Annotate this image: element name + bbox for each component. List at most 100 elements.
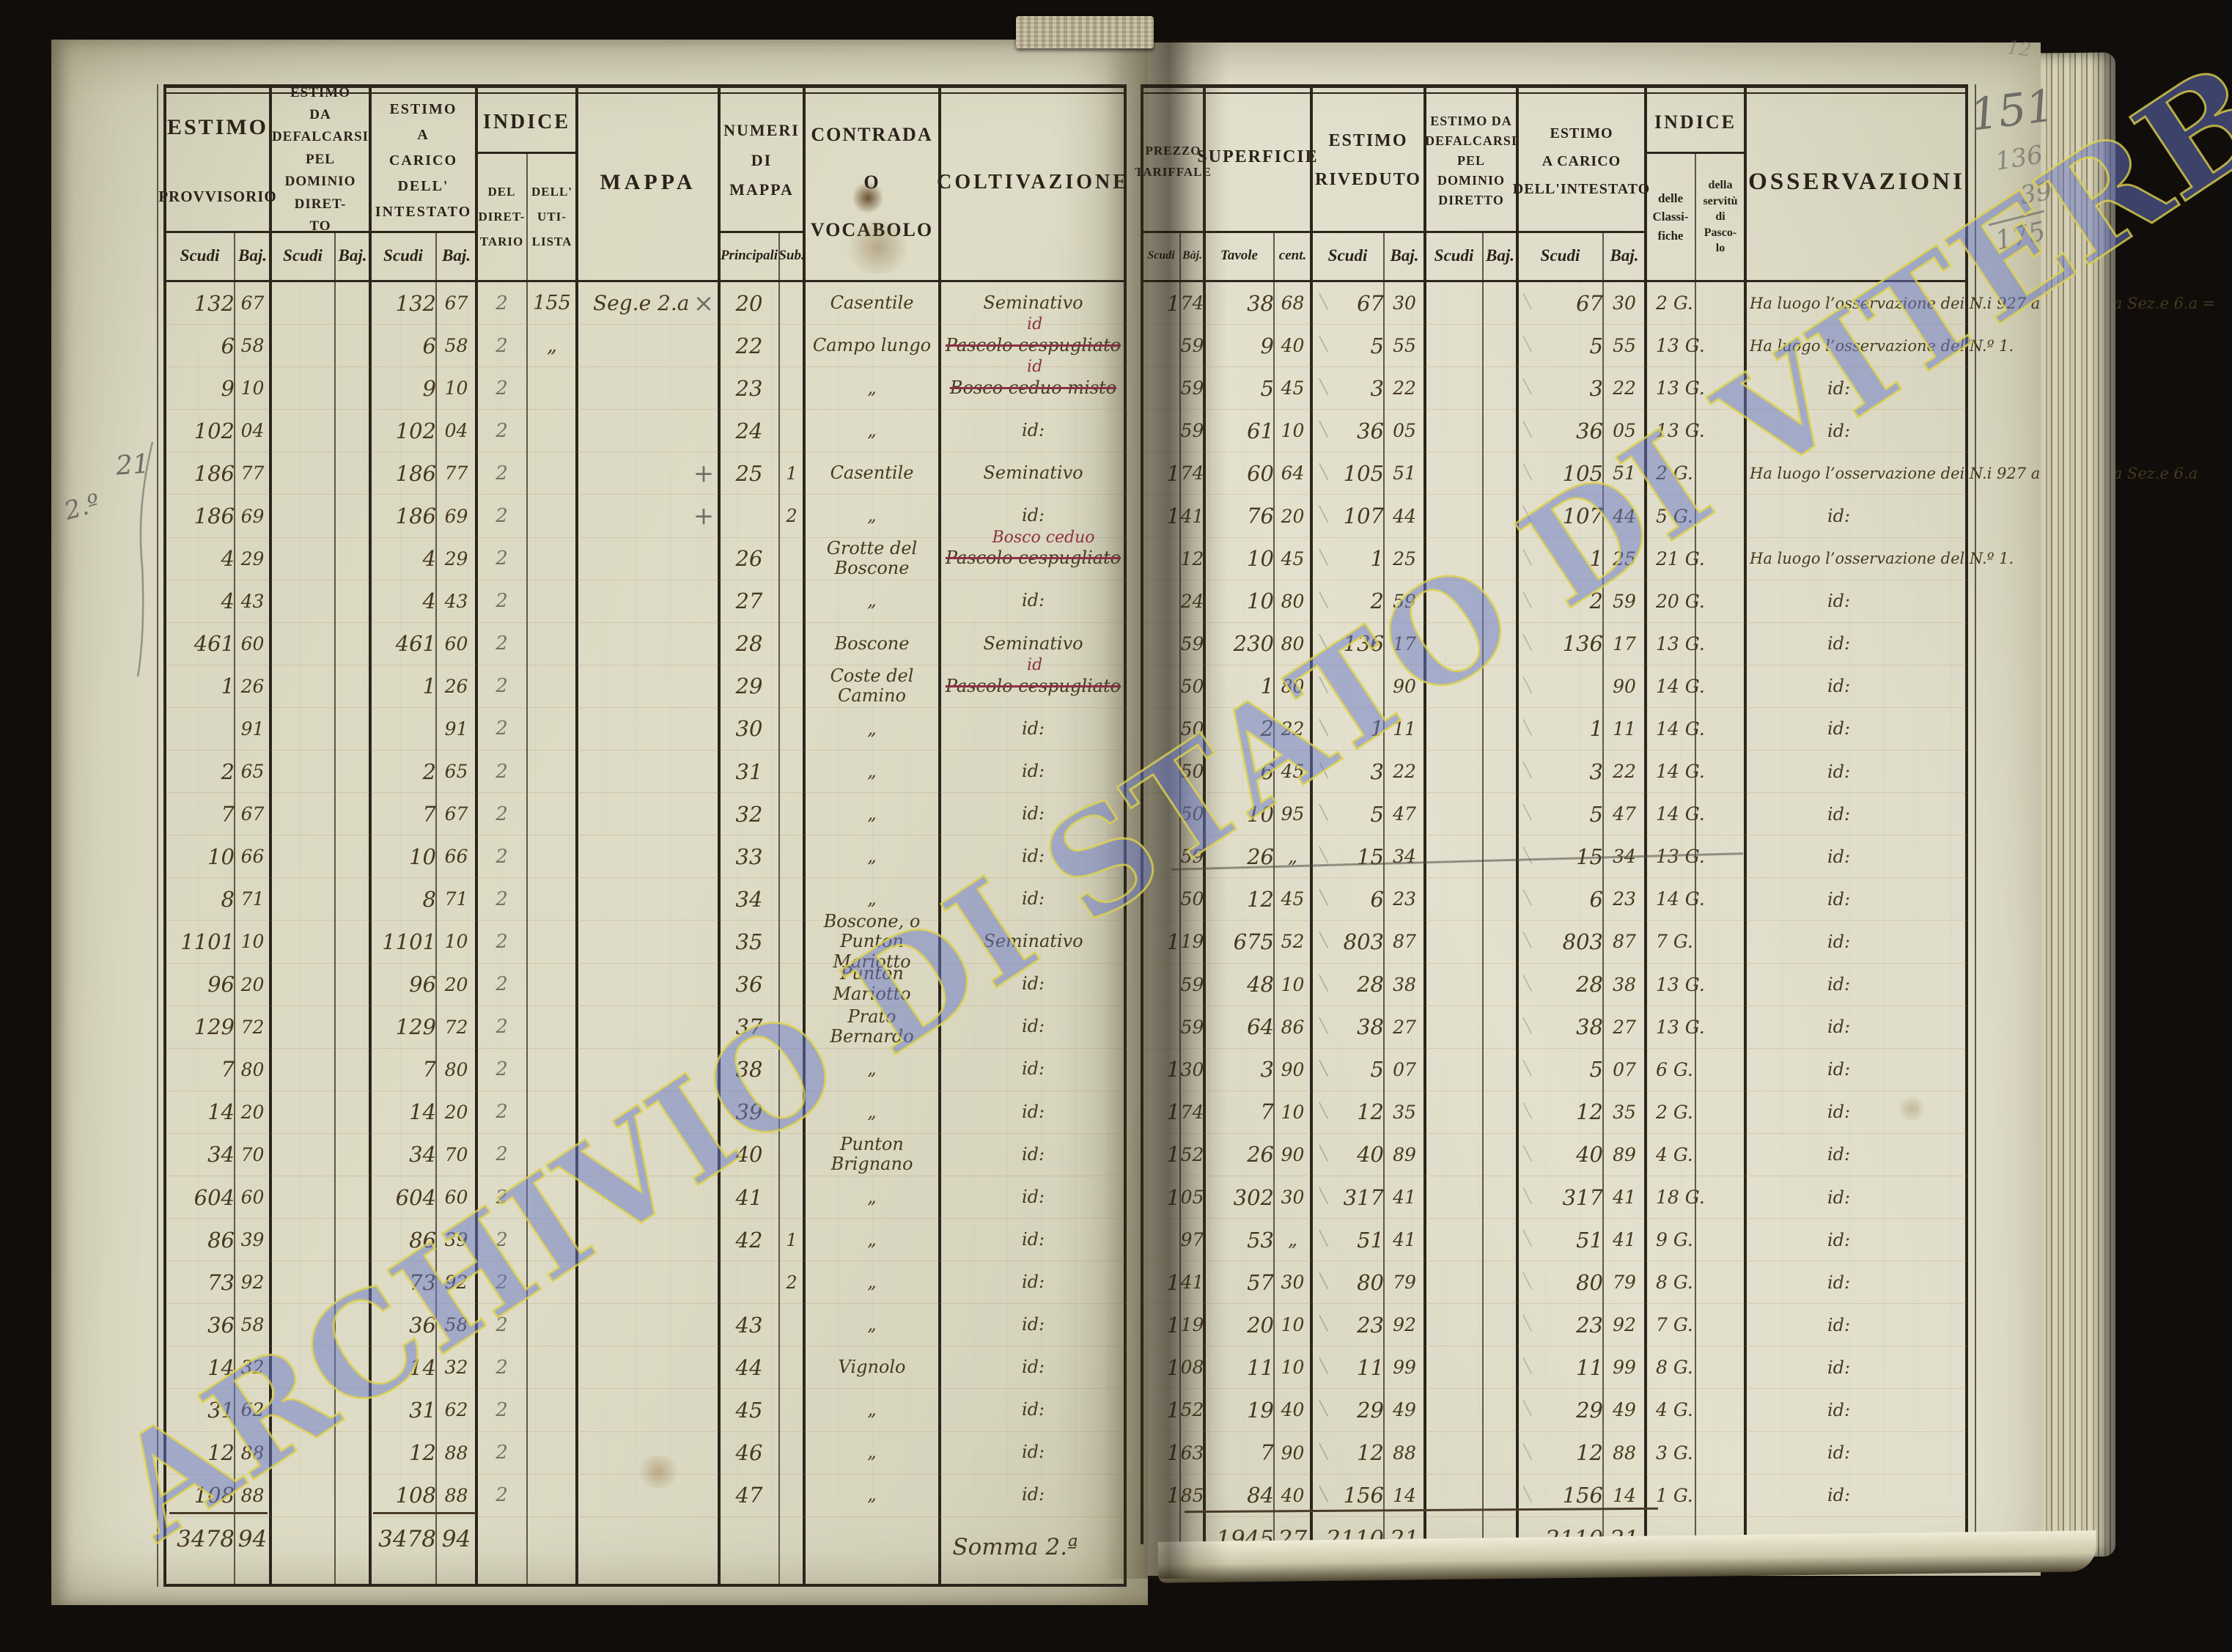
cell-cs: 2 [422,759,436,784]
cell-rv_b: 79 [1393,1272,1416,1294]
cell-cb: 67 [444,803,468,825]
cell-col: id: [1021,1399,1045,1420]
cell-n: 30 [735,716,763,742]
cell-pb: 88 [240,1442,265,1464]
cell-ds [270,452,344,494]
cell-con: „ [867,1484,877,1505]
cell-n: 29 [735,674,763,699]
ledger-row: 59 64 86 38 27 38 27 13 G. id: [1142,1006,1968,1049]
cell-ds [270,538,344,580]
cell-cb: 58 [444,335,468,357]
ledger-row: 7 67 7 67 2 32 „ id: [165,793,1127,836]
cell-con: „ [867,1058,877,1080]
table-rule-horizontal [165,92,1127,94]
cell-con: „ [867,760,877,781]
cell-ut [527,1432,577,1474]
cell-mk [688,878,719,920]
cell-os: id: [1827,1399,1851,1420]
cell-pb: 92 [240,1272,265,1294]
cell-ds [270,1261,344,1303]
ledger-row: 97 53 „ 51 41 51 41 9 G. id: [1142,1219,1968,1262]
header-contrada: CONTRADA O VOCABOLO [810,124,934,240]
somma-label: Somma 2.ª [952,1534,1078,1560]
cell-cb: 29 [444,547,468,569]
cell-su_t: 60 [1247,460,1274,486]
header-scudi: Scudi [180,246,220,265]
cell-col: id: [1021,590,1045,611]
cell-db [335,1006,370,1048]
cell-n [719,1261,779,1303]
cell-cb: 04 [444,420,468,442]
cell-db [335,580,370,622]
cell-os: id: [1827,803,1851,825]
cell-pz_b: 50 [1180,718,1204,740]
ledger-row: 59 61 10 36 05 36 05 13 G. id: [1142,410,1968,453]
cell-ut [527,1219,577,1261]
cell-su_t: 230 [1233,631,1274,657]
header-classifiche: delle Classi- fiche [1652,191,1689,243]
cell-c2s: 107 [1562,504,1603,529]
ledger-row: 108 88 108 88 2 47 „ id: [165,1475,1127,1517]
cell-con: „ [867,1442,877,1463]
header-principali: Principali [720,247,778,263]
cell-con: Prato Bernardo [830,1006,914,1047]
cell-su_c: 30 [1281,1272,1305,1294]
cell-pz_b: 50 [1180,675,1204,697]
cell-sb [779,1304,804,1346]
cell-rv_s [1311,665,1393,707]
header-baj: Baj. [1486,246,1514,265]
cell-n: 25 [735,460,763,486]
header-prezzo-tariffale: PREZZO TARIFFALE [1135,144,1212,179]
cell-mk [688,751,719,792]
cell-su_c: 45 [1281,377,1305,399]
header-cent: cent. [1278,247,1307,263]
header-scudi: Scudi [1147,248,1175,262]
cell-con: Casentile [830,292,914,313]
margin-pencil-curve [136,441,154,677]
cell-su_c: 10 [1281,1314,1305,1336]
cell-col: id: [1021,1143,1045,1165]
cell-ps: 129 [194,1014,235,1040]
ledger-row: 31 62 31 62 2 45 „ id: [165,1389,1127,1432]
cell-su_t: 1 [1260,674,1274,699]
cell-db [335,1304,370,1346]
table-rule-horizontal [1311,231,1425,233]
cell-n: 45 [735,1397,763,1423]
cell-con: „ [867,718,877,739]
cell-mp [577,538,703,580]
cell-rv_b: 90 [1393,675,1416,697]
header-scudi: Scudi [383,246,423,265]
cell-os: id: [1827,1102,1851,1123]
cell-cl: 14 G. [1656,888,1705,910]
cell-ps: 4 [221,589,235,614]
cell-rv_b: 11 [1393,718,1416,740]
cell-mk: + [693,501,715,531]
cell-mk [688,410,719,451]
cell-ds [270,1091,344,1133]
right-table: PREZZO TARIFFALE Scudi Bàj. SUPERFICIE T… [1135,84,2215,1579]
cell-pz_b: 59 [1180,633,1204,654]
cell-n [719,495,779,536]
cell-cl: 4 G. [1656,1399,1693,1421]
cell-cb: 62 [444,1399,468,1421]
table-rule-vertical [718,84,721,1587]
cell-db [335,1389,370,1431]
cell-sb [779,793,804,835]
header-numeri-mappa: NUMERI DI MAPPA [723,120,800,199]
cell-ds [270,1432,344,1474]
cell-os: Ha luogo l’osservazione dei N.i 927 al 9… [1750,294,2216,312]
margin-pencil-2o: 2.º [61,488,104,526]
cell-rv_b: 35 [1393,1101,1416,1123]
table-rule-vertical [526,154,528,1587]
cell-sb [779,1389,804,1431]
cell-su_t: 302 [1233,1184,1274,1210]
cell-ps: 86 [207,1227,235,1253]
cell-c2s: 3 [1589,759,1603,784]
cell-cl: 13 G. [1656,633,1705,654]
cell-ut [527,1304,577,1346]
cell-ps: 461 [194,631,235,657]
